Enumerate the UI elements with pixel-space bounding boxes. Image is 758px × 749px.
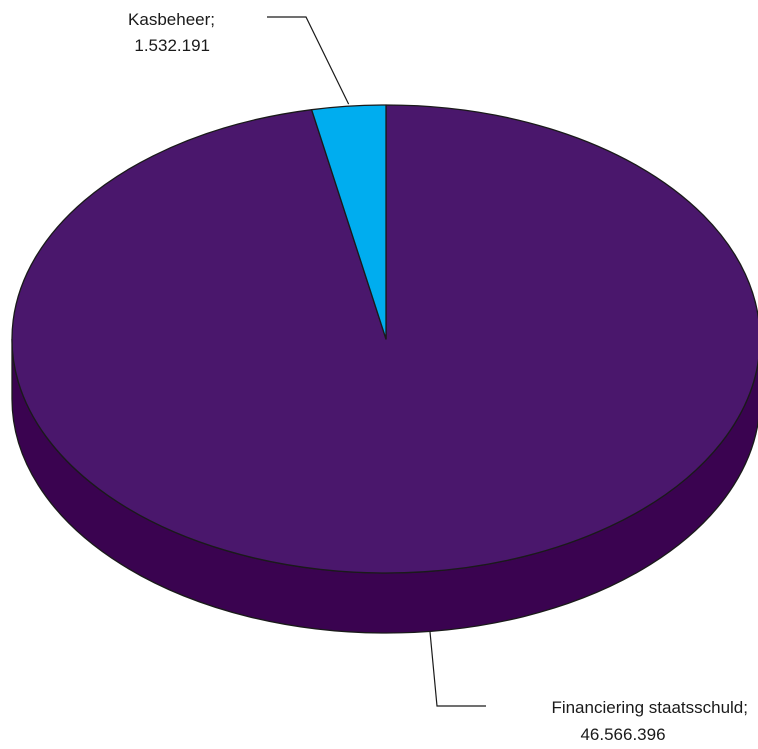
pie-slices — [11, 104, 758, 574]
leader-lines — [267, 16, 486, 707]
slice-label-kasbeheer-sep: ; — [210, 10, 215, 29]
slice-label-kasbeheer-name: Kasbeheer — [128, 10, 211, 29]
svg-text:Kasbeheer;: Kasbeheer; — [128, 10, 215, 29]
leader-line-kasbeheer — [267, 16, 350, 105]
svg-text:Financiering staatsschuld;: Financiering staatsschuld; — [551, 698, 748, 717]
pie-slice-financiering-staatsschuld — [11, 104, 758, 574]
slice-label-kasbeheer-value: 1.532.191 — [134, 36, 210, 55]
slice-label-financiering-sep: ; — [743, 698, 748, 717]
slice-label-financiering-value: 46.566.396 — [580, 725, 665, 744]
slice-label-financiering-name: Financiering staatsschuld — [551, 698, 743, 717]
leader-line-financiering — [429, 631, 486, 707]
pie-slice-kasbeheer — [310, 104, 387, 340]
